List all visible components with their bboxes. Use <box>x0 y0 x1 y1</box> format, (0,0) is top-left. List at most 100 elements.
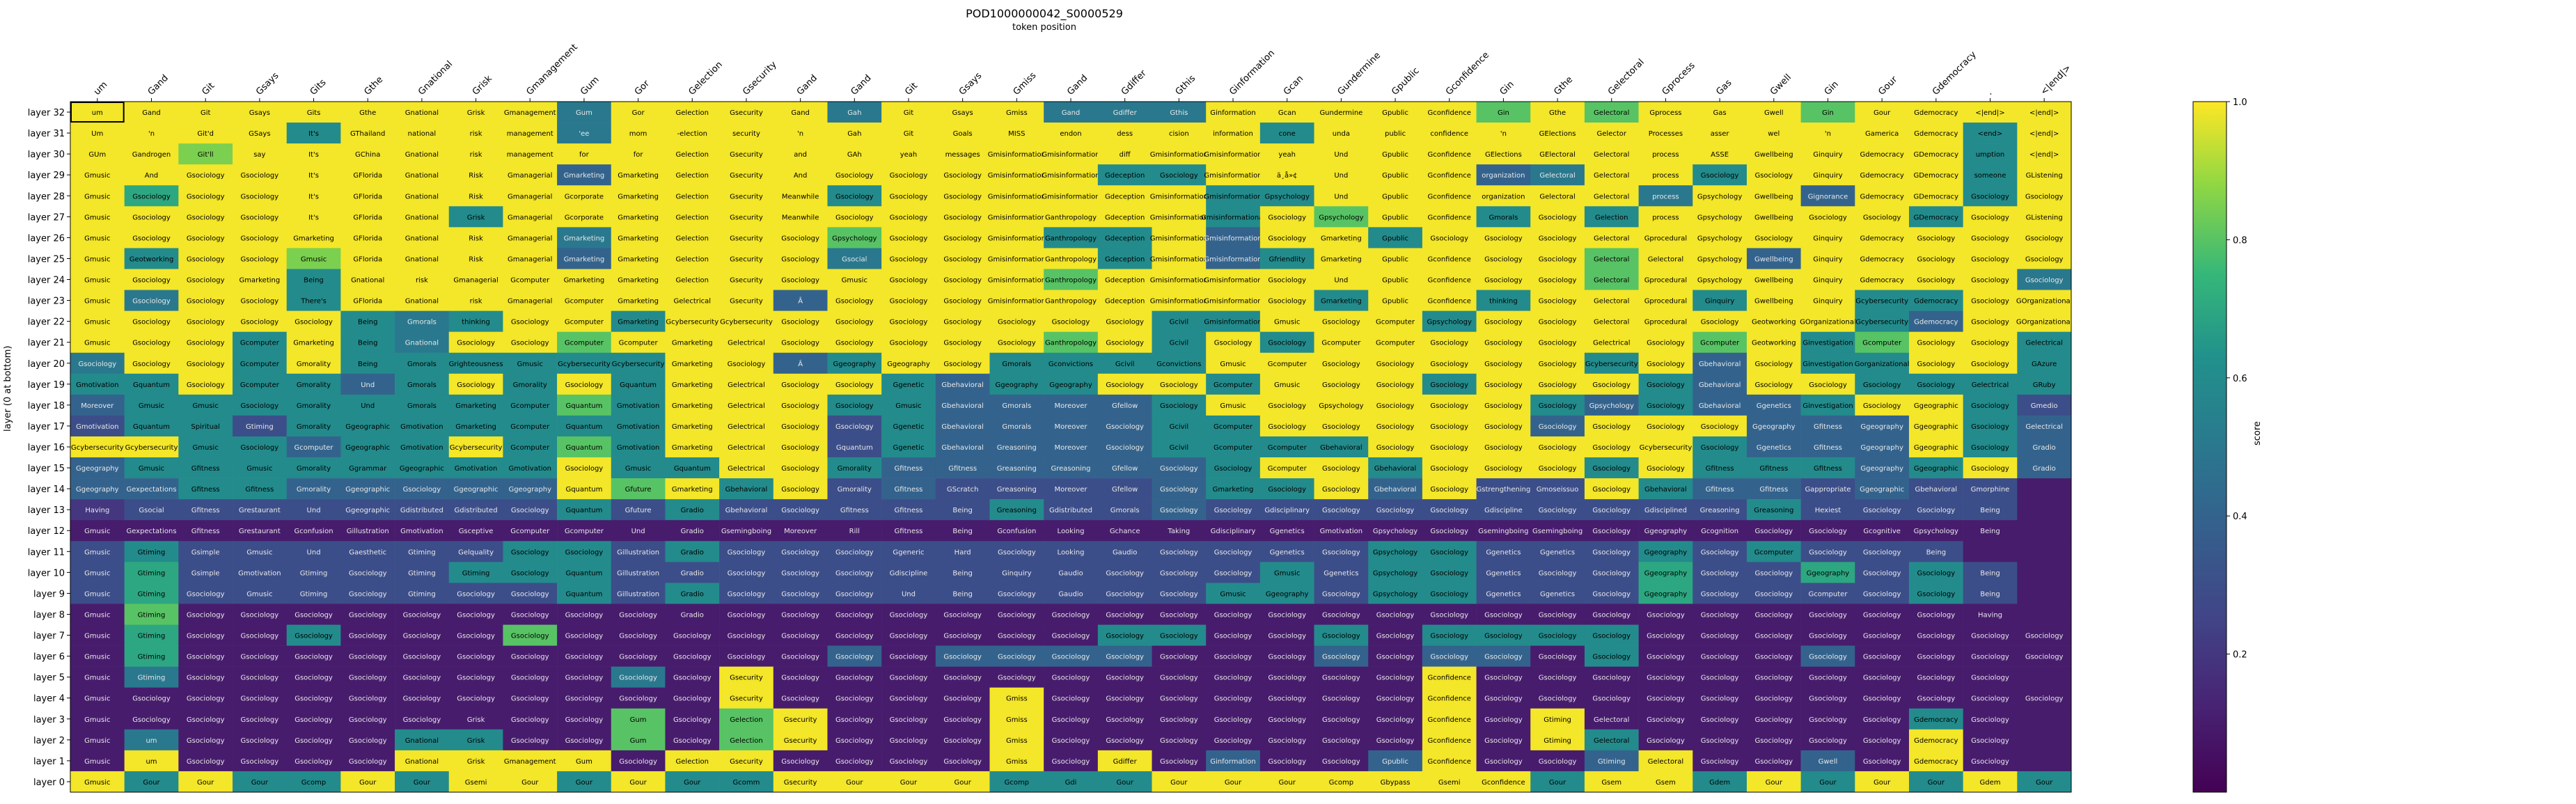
cell-token-label: Gsecurity <box>730 214 763 221</box>
cell-token-label: Gsociology <box>241 633 279 640</box>
cell-token-label: Gsociology <box>1971 193 2009 200</box>
heatmap-cell <box>448 415 503 437</box>
cell-token-label: Gbehavioral <box>725 507 768 514</box>
cell-token-label: Git'd <box>197 130 214 138</box>
heatmap-cell <box>1855 415 1910 437</box>
heatmap-cell <box>2017 310 2072 332</box>
cell-token-label: Gsociology <box>619 695 657 703</box>
heatmap-cell <box>827 457 882 479</box>
heatmap-cell <box>989 415 1044 437</box>
heatmap-cell <box>286 123 341 144</box>
cell-token-label: Gmusic <box>84 549 110 556</box>
cell-token-label: asser <box>1711 130 1730 138</box>
cell-token-label: Gsociology <box>241 193 279 200</box>
cell-token-label: Gfitness <box>1759 486 1788 494</box>
cell-token-label: Gcybersecurity <box>720 319 773 326</box>
cell-token-label: Gwellbeing <box>1754 214 1793 221</box>
heatmap-cell <box>1422 164 1477 186</box>
cell-token-label: Gsociology <box>1539 444 1577 452</box>
heatmap-cell <box>286 331 341 354</box>
y-tick-label: layer 17 <box>28 422 65 432</box>
heatmap-cell <box>1259 415 1314 437</box>
heatmap-cell <box>1800 331 1855 354</box>
heatmap-cell <box>503 436 558 458</box>
heatmap-cell <box>881 123 936 144</box>
cell-token-label: Gsociology <box>565 611 604 619</box>
heatmap-cell <box>1530 415 1585 437</box>
cell-token-label: Gsociology <box>998 319 1036 326</box>
heatmap-cell <box>1693 352 1748 375</box>
heatmap-cell <box>2017 331 2072 354</box>
heatmap-cell <box>1638 102 1693 123</box>
cell-token-label: Gsociology <box>1322 381 1360 389</box>
cell-token-label: Gmisinformation <box>1150 298 1208 306</box>
cell-token-label: Gpublic <box>1382 758 1408 766</box>
heatmap-cell <box>448 102 503 123</box>
heatmap-cell <box>1638 373 1693 395</box>
heatmap-cell <box>1044 185 1099 207</box>
cell-token-label: Gbehavioral <box>1699 402 1741 410</box>
heatmap-cell <box>989 123 1044 144</box>
heatmap-cell <box>665 415 720 437</box>
cell-token-label: Gmisinformation <box>988 255 1046 263</box>
cell-token-label: endon <box>1060 130 1081 138</box>
cell-token-label: Gsecurity <box>730 675 763 682</box>
heatmap-cell <box>1584 394 1639 416</box>
heatmap-cell <box>233 185 288 207</box>
heatmap-cell <box>124 206 179 228</box>
cell-token-label: Gcomputer <box>1214 423 1253 431</box>
cell-token-label: Gmusic <box>84 590 110 598</box>
cell-token-label: Gelquality <box>458 549 494 556</box>
heatmap-cell <box>665 352 720 375</box>
heatmap-cell <box>70 123 125 144</box>
cell-token-label: Gsociology <box>403 695 441 703</box>
cell-token-label: Taking <box>1167 528 1190 535</box>
cell-token-label: Gmarketing <box>564 235 605 242</box>
heatmap-cell <box>989 269 1044 290</box>
heatmap-cell <box>1746 290 1801 311</box>
cell-token-label: Gsociology <box>1322 549 1360 556</box>
heatmap-cell <box>1422 415 1477 437</box>
heatmap-cell <box>2017 269 2072 290</box>
heatmap-cell <box>827 248 882 269</box>
cell-token-label: Ggeography <box>1752 423 1796 431</box>
cell-token-label: Gsociology <box>403 486 441 494</box>
cell-token-label: Gsociology <box>1809 381 1847 389</box>
heatmap-cell <box>1206 457 1261 479</box>
cell-token-label: Gthe <box>1549 109 1566 117</box>
cell-token-label: Gsociology <box>1430 590 1468 598</box>
cell-token-label: Gour <box>1225 779 1242 787</box>
cell-token-label: Gelection <box>676 193 709 200</box>
cell-token-label: Gsociology <box>1917 507 1955 514</box>
cell-token-label: Gsociology <box>187 277 225 285</box>
cell-token-label: Gsociology <box>943 298 982 306</box>
cell-token-label: Gsociology <box>294 675 333 682</box>
heatmap-cell <box>1152 123 1207 144</box>
cell-token-label: Gum <box>576 758 592 766</box>
heatmap-cell <box>2017 457 2072 479</box>
heatmap-cell <box>340 185 395 207</box>
heatmap-cell <box>1044 373 1099 395</box>
heatmap-cell <box>1152 310 1207 332</box>
cell-token-label: Gquantum <box>565 444 602 452</box>
heatmap-cell <box>1584 415 1639 437</box>
cell-token-label: Gmanagerial <box>508 172 552 180</box>
cell-token-label: Gsociology <box>565 381 604 389</box>
cell-token-label: Gmorality <box>297 402 331 410</box>
cell-token-label: Gdemocracy <box>1914 130 1958 138</box>
cell-token-label: Gsociology <box>1322 675 1360 682</box>
cell-token-label: Gmarketing <box>672 402 713 410</box>
cell-token-label: Gcomputer <box>619 340 659 347</box>
heatmap-cell <box>1908 248 1963 269</box>
cell-token-label: Gsociology <box>241 298 279 306</box>
cell-token-label: Gsociology <box>511 737 549 745</box>
heatmap-cell <box>1206 373 1261 395</box>
cell-token-label: Gsociology <box>943 654 982 661</box>
cell-token-label: Ggenetic <box>893 423 925 431</box>
cell-token-label: Gillustration <box>347 528 389 535</box>
cell-token-label: Gfitness <box>1706 465 1734 473</box>
cell-token-label: Gsociology <box>1809 695 1847 703</box>
heatmap-cell <box>233 478 288 500</box>
heatmap-cell <box>395 227 450 249</box>
heatmap-cell <box>1259 227 1314 249</box>
